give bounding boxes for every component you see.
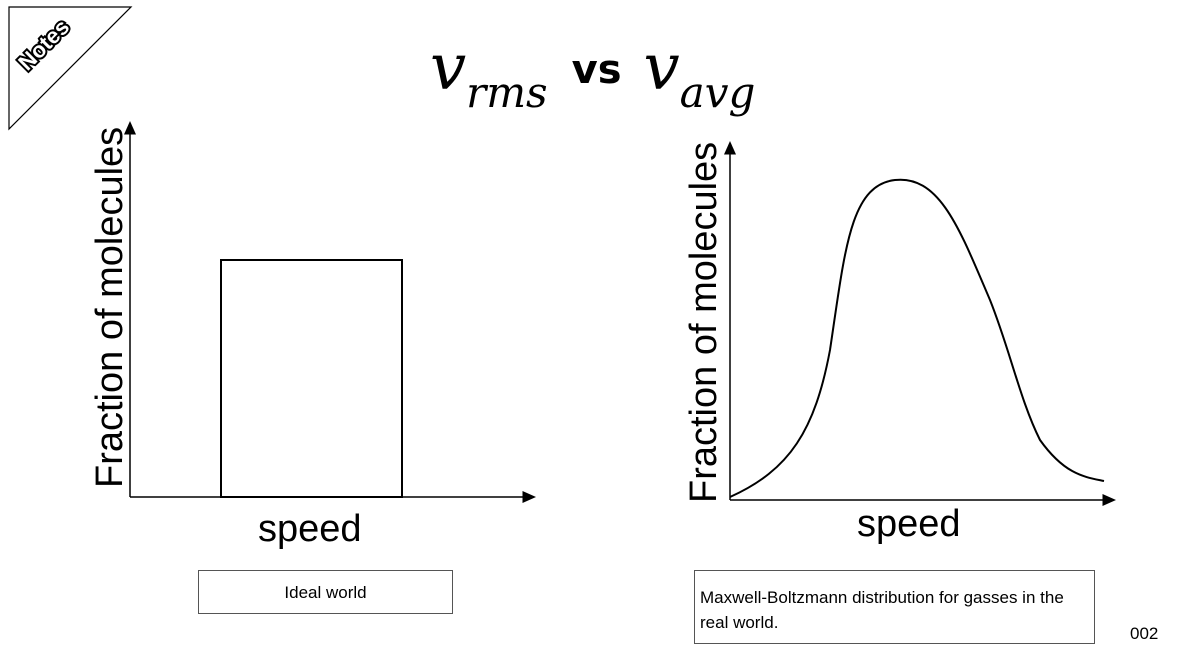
maxwell-boltzmann-caption: Maxwell-Boltzmann distribution for gasse… [694, 570, 1095, 644]
title-v-rms-symbol: v [430, 31, 467, 105]
notes-corner-tab: Notes [8, 6, 133, 131]
ideal-speed-block [220, 259, 403, 498]
title-v-rms: vrms [430, 31, 548, 117]
maxwell-boltzmann-curve [729, 178, 1105, 498]
title-vs: vs [571, 47, 622, 93]
title-rms-subscript: rms [466, 68, 548, 117]
slide-number: 002 [1130, 624, 1159, 643]
left-y-axis-label: Fraction of molecules [89, 126, 131, 488]
left-x-axis-label: speed [258, 508, 362, 550]
right-y-axis-label: Fraction of molecules [683, 141, 725, 503]
ideal-world-caption: Ideal world [198, 570, 453, 614]
title-v-avg-symbol: v [643, 31, 680, 105]
slide-title: vrms vs vavg [430, 18, 850, 118]
title-avg-subscript: avg [679, 68, 756, 117]
right-x-axis-label: speed [857, 503, 961, 545]
title-v-avg: vavg [643, 31, 756, 117]
